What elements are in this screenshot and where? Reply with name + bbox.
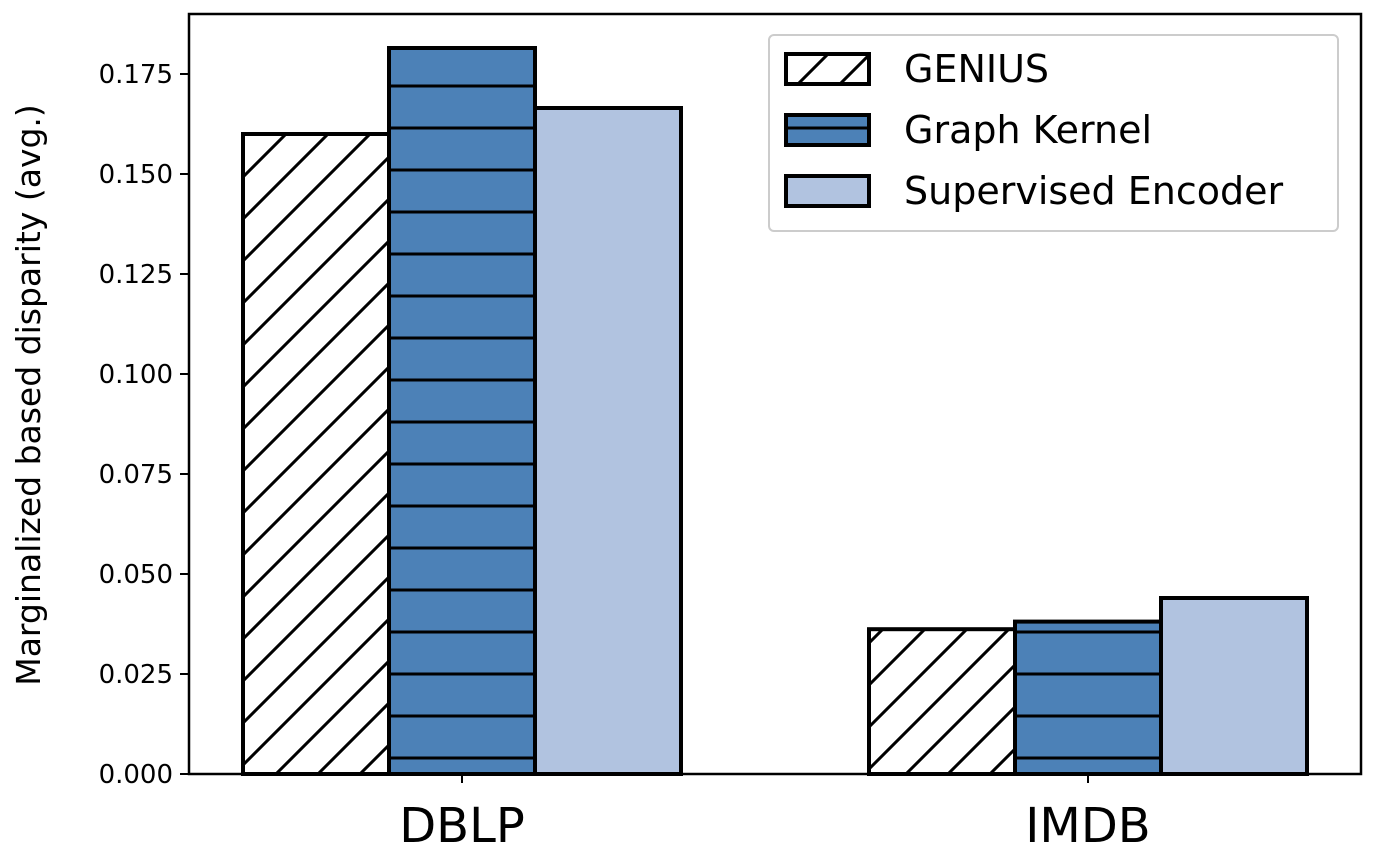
legend-swatch-graph-kernel — [784, 113, 871, 147]
y-tick-label: 0.100 — [99, 360, 173, 390]
x-tick-label-dblp: DBLP — [399, 798, 525, 844]
bar-genius-imdb — [867, 627, 1017, 777]
bar-graph-kernel-dblp — [387, 46, 537, 776]
legend-label-graph-kernel: Graph Kernel — [904, 108, 1152, 152]
plot-frame — [187, 12, 1363, 776]
axis-ticks: 0.000 0.025 0.050 0.075 0.100 0.125 0.150 0.175… — [99, 60, 1151, 844]
y-axis-label: Marginalized based disparity (avg.) — [9, 104, 48, 686]
y-tick-label: 0.125 — [99, 260, 173, 290]
y-tick-label: 0.000 — [99, 760, 173, 790]
legend-swatch-genius — [784, 52, 871, 86]
legend-label-supervised-encoder: Supervised Encoder — [904, 169, 1283, 213]
bar-supervised-encoder-imdb — [1159, 596, 1309, 776]
y-tick-label: 0.075 — [99, 460, 173, 490]
bar-graph-kernel-imdb — [1013, 619, 1163, 776]
y-tick-label: 0.050 — [99, 560, 173, 590]
bar-supervised-encoder-dblp — [533, 106, 683, 776]
y-tick-label: 0.175 — [99, 60, 173, 90]
legend-box — [768, 34, 1339, 232]
y-tick-label: 0.150 — [99, 160, 173, 190]
x-tick-label-imdb: IMDB — [1025, 798, 1150, 844]
bar-genius-dblp — [241, 132, 391, 776]
axes — [187, 12, 1363, 776]
legend-swatch-supervised-encoder — [784, 174, 871, 208]
y-tick-label: 0.025 — [99, 660, 173, 690]
bars — [241, 46, 1309, 777]
legend: GENIUS Graph Kernel Supervised Encoder — [768, 34, 1339, 232]
legend-label-genius: GENIUS — [904, 47, 1049, 91]
